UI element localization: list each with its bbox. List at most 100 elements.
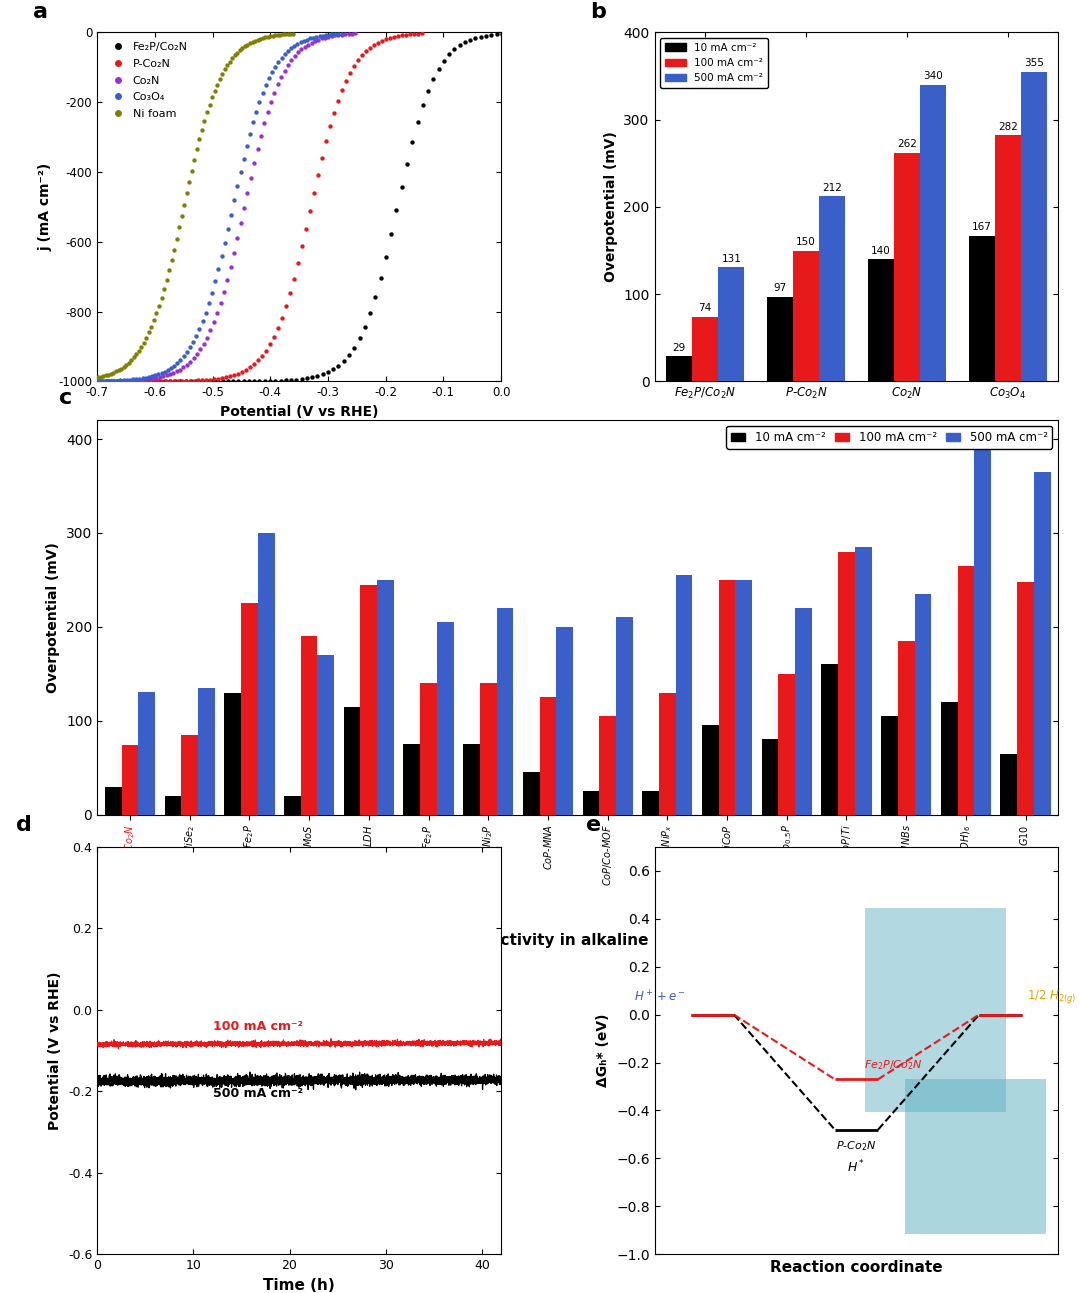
- Point: [326, 23, 343, 44]
- Point: [163, 250, 180, 270]
- X-axis label: Reaction coordinate: Reaction coordinate: [770, 1259, 943, 1275]
- Point: [111, 371, 129, 392]
- Point: [117, 371, 134, 392]
- Point: [188, 140, 205, 160]
- Point: [148, 303, 165, 323]
- Point: [103, 371, 120, 392]
- Point: [231, 40, 248, 61]
- Bar: [241, 604, 258, 815]
- Point: [82, 369, 99, 389]
- Point: [161, 260, 178, 281]
- Point: [91, 371, 108, 392]
- Point: [272, 370, 289, 390]
- Point: [97, 371, 114, 392]
- Point: [310, 30, 327, 50]
- Point: [266, 83, 283, 103]
- Point: [461, 30, 478, 50]
- Point: [280, 23, 297, 44]
- Bar: [480, 683, 497, 815]
- Point: [176, 194, 193, 215]
- Point: [171, 217, 188, 238]
- Point: [456, 32, 473, 53]
- Point: [130, 371, 147, 392]
- Point: [318, 25, 335, 45]
- Point: [244, 31, 261, 52]
- Point: [326, 25, 343, 45]
- Point: [283, 370, 300, 390]
- Point: [239, 34, 256, 54]
- Bar: [915, 593, 931, 815]
- Point: [107, 361, 124, 381]
- Point: [114, 357, 132, 378]
- Bar: [854, 547, 872, 815]
- Point: [87, 367, 105, 388]
- Point: [302, 32, 320, 53]
- Point: [134, 369, 151, 389]
- Bar: [318, 656, 334, 815]
- Point: [118, 354, 135, 375]
- Point: [105, 362, 122, 383]
- Point: [229, 363, 246, 384]
- Point: [99, 371, 117, 392]
- Point: [305, 27, 322, 48]
- Point: [320, 26, 337, 47]
- Text: a: a: [32, 1, 48, 22]
- Point: [80, 369, 97, 389]
- Point: [249, 350, 267, 371]
- Point: [217, 367, 234, 388]
- Point: [297, 219, 314, 239]
- Bar: [599, 716, 616, 815]
- Text: d: d: [16, 815, 32, 835]
- Point: [141, 371, 159, 392]
- Point: [257, 75, 274, 96]
- Point: [94, 371, 111, 392]
- Point: [269, 25, 286, 45]
- Point: [225, 365, 242, 385]
- Point: [104, 371, 121, 392]
- Point: [210, 369, 227, 389]
- Point: [125, 371, 143, 392]
- Point: [178, 341, 195, 362]
- Point: [177, 371, 194, 392]
- Point: [161, 363, 178, 384]
- Point: [191, 339, 208, 359]
- Point: [205, 312, 222, 332]
- Bar: [1021, 71, 1048, 381]
- FancyBboxPatch shape: [905, 1080, 1047, 1234]
- Point: [252, 28, 269, 49]
- Point: [226, 190, 243, 211]
- Point: [90, 367, 107, 388]
- Point: [121, 370, 138, 390]
- Point: [324, 25, 341, 45]
- Point: [224, 48, 241, 69]
- Text: $P$-$Co_2N$: $P$-$Co_2N$: [836, 1139, 877, 1153]
- Point: [241, 32, 258, 53]
- Point: [288, 34, 306, 54]
- Point: [477, 26, 495, 47]
- Point: [272, 67, 289, 88]
- Point: [124, 369, 141, 389]
- Point: [274, 25, 292, 45]
- Point: [259, 26, 276, 47]
- Point: [77, 371, 94, 392]
- Point: [119, 371, 136, 392]
- Bar: [779, 674, 795, 815]
- Point: [430, 58, 447, 79]
- Point: [301, 28, 319, 49]
- Point: [161, 371, 178, 392]
- Point: [441, 44, 458, 65]
- X-axis label: HER activity in alkaline media: HER activity in alkaline media: [449, 934, 706, 948]
- Point: [409, 112, 427, 133]
- Text: $Fe_2P/Co_2N$: $Fe_2P/Co_2N$: [864, 1059, 922, 1072]
- Point: [329, 25, 347, 45]
- Point: [233, 362, 251, 383]
- Point: [148, 367, 165, 388]
- Bar: [767, 297, 793, 381]
- Point: [273, 308, 291, 328]
- Point: [203, 371, 220, 392]
- Point: [213, 246, 230, 266]
- Point: [251, 371, 268, 392]
- Point: [131, 370, 148, 390]
- Point: [424, 69, 442, 89]
- Point: [257, 27, 274, 48]
